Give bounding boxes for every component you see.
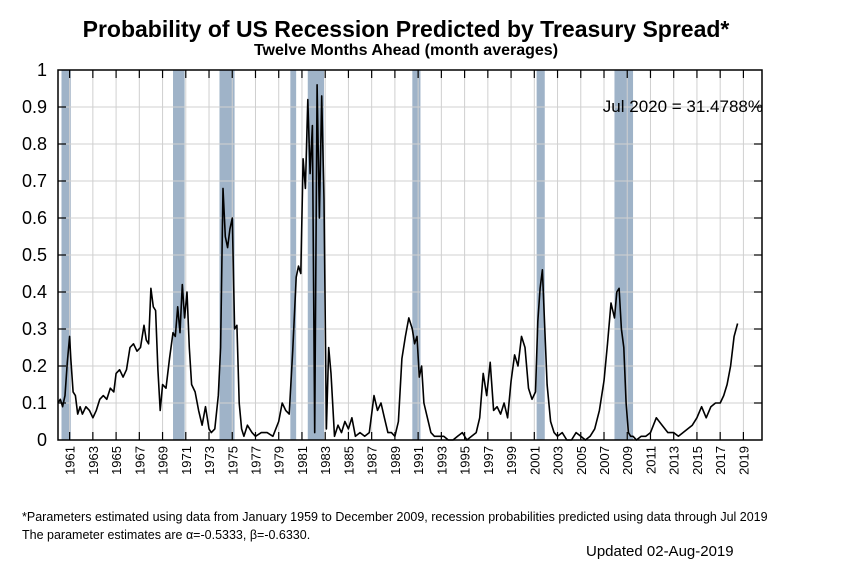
x-tick-label: 1967: [132, 446, 147, 475]
updated-date: Updated 02-Aug-2019: [586, 543, 734, 560]
y-tick-label: 0.2: [22, 356, 47, 376]
x-tick-label: 2005: [574, 446, 589, 475]
x-tick-label: 1975: [225, 446, 240, 475]
footnote-estimates: The parameter estimates are α=-0.5333, β…: [22, 528, 311, 542]
x-tick-label: 1983: [318, 446, 333, 475]
x-tick-label: 1985: [341, 446, 356, 475]
x-tick-label: 2019: [736, 446, 751, 475]
y-tick-label: 0.8: [22, 134, 47, 154]
y-axis-labels: 0 0.1 0.2 0.3 0.4 0.5 0.6 0.7 0.8 0.9 1: [22, 60, 47, 450]
probability-line: [57, 84, 739, 441]
x-tick-label: 2011: [643, 446, 658, 474]
y-tick-label: 0.3: [22, 319, 47, 339]
axis-ticks: [58, 70, 762, 440]
chart-title: Probability of US Recession Predicted by…: [82, 16, 730, 42]
y-tick-label: 0.7: [22, 171, 47, 191]
x-tick-label: 1997: [481, 446, 496, 475]
y-tick-label: 0.1: [22, 393, 47, 413]
x-axis-labels: 1961 1963 1965 1967 1969 1971 1973 1975 1977 1979…: [63, 446, 752, 475]
footnote-parameters: *Parameters estimated using data from Ja…: [22, 510, 768, 524]
x-tick-label: 1989: [388, 446, 403, 475]
x-tick-label: 2017: [713, 446, 728, 475]
x-tick-label: 2001: [527, 446, 542, 475]
y-tick-label: 0.4: [22, 282, 47, 302]
x-tick-label: 1973: [202, 446, 217, 475]
x-tick-label: 1963: [86, 446, 101, 475]
x-tick-label: 1977: [248, 446, 263, 475]
x-tick-label: 2007: [597, 446, 612, 475]
x-tick-label: 2015: [690, 446, 705, 475]
x-tick-label: 1971: [179, 446, 194, 475]
x-tick-label: 2009: [620, 446, 635, 475]
y-tick-label: 0.5: [22, 245, 47, 265]
chart-subtitle: Twelve Months Ahead (month averages): [253, 42, 559, 59]
latest-value-annotation: Jul 2020 = 31.4788%: [603, 97, 763, 116]
y-tick-label: 0.9: [22, 97, 47, 117]
x-tick-label: 2003: [551, 446, 566, 475]
x-tick-label: 1995: [458, 446, 473, 475]
series-layer: [57, 84, 739, 441]
y-tick-label: 0: [37, 430, 47, 450]
x-tick-label: 1999: [504, 446, 519, 475]
y-tick-label: 0.6: [22, 208, 47, 228]
recession-probability-chart: 00.10.20.30.40.50.60.70.80.91 1961 1963 19…: [22, 60, 763, 475]
x-tick-label: 1979: [272, 446, 287, 475]
x-tick-label: 1981: [295, 446, 310, 475]
x-tick-label: 1969: [156, 446, 171, 475]
y-tick-label: 1: [37, 60, 47, 80]
x-tick-label: 1993: [434, 446, 449, 475]
x-tick-label: 2013: [667, 446, 682, 475]
x-tick-label: 1961: [63, 446, 78, 475]
x-tick-label: 1965: [109, 446, 124, 475]
x-tick-label: 1987: [365, 446, 380, 475]
x-tick-label: 1991: [411, 446, 426, 475]
